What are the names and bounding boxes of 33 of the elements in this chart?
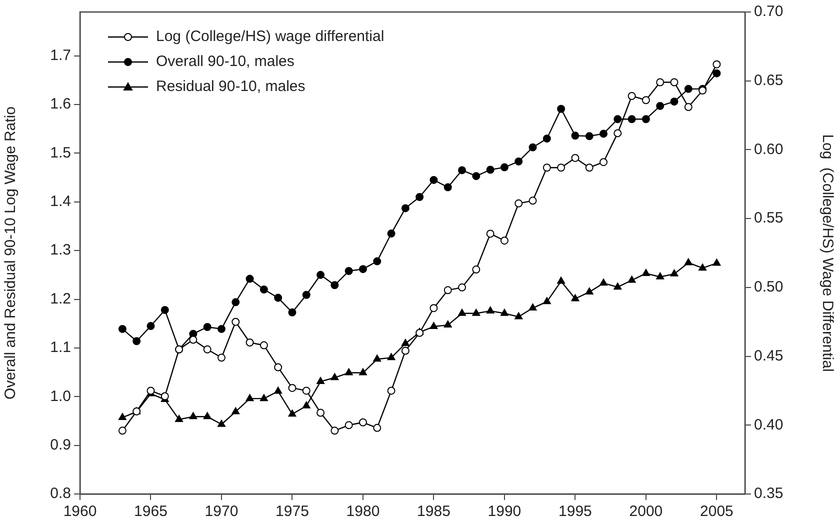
y2-tick-label: 0.65: [754, 72, 784, 89]
y2-axis-title: Log (College/HS) Wage Differential: [818, 134, 836, 372]
x-tick-label: 1980: [346, 503, 380, 520]
x-tick-label: 1975: [276, 503, 309, 520]
y-tick-label: 1.0: [50, 388, 71, 405]
y-tick-label: 1.4: [50, 193, 71, 210]
y2-tick-label: 0.45: [754, 347, 784, 364]
y-tick-label: 1.1: [50, 339, 71, 356]
y2-tick-label: 0.50: [754, 278, 784, 296]
x-tick-label: 1990: [488, 503, 522, 520]
legend-label: Overall 90-10, males: [156, 53, 294, 70]
y2-tick-label: 0.40: [754, 416, 784, 434]
legend-label: Residual 90-10, males: [156, 78, 306, 96]
y-tick-label: 1.7: [50, 46, 71, 64]
y2-tick-label: 0.70: [754, 3, 784, 20]
x-tick-label: 2000: [629, 503, 663, 520]
y-tick-label: 1.2: [50, 290, 71, 308]
y-axis-title: Overall and Residual 90-10 Log Wage Ratio: [2, 106, 20, 400]
y2-tick-label: 0.55: [754, 210, 784, 227]
y2-tick-label: 0.35: [754, 485, 784, 502]
x-tick-label: 1960: [63, 503, 97, 520]
x-tick-label: 1985: [417, 503, 450, 520]
y2-tick-label: 0.60: [754, 140, 784, 158]
legend-label: Log (College/HS) wage differential: [156, 28, 384, 46]
y-tick-label: 0.9: [50, 436, 71, 454]
y-tick-label: 1.6: [50, 96, 71, 113]
x-tick-label: 2005: [700, 503, 734, 520]
x-tick-label: 1995: [558, 503, 592, 520]
x-tick-label: 1970: [204, 503, 238, 520]
y-tick-label: 1.5: [50, 144, 71, 162]
x-tick-label: 1965: [134, 503, 168, 520]
y-tick-label: 0.8: [50, 485, 71, 502]
y-tick-label: 1.3: [50, 242, 71, 259]
